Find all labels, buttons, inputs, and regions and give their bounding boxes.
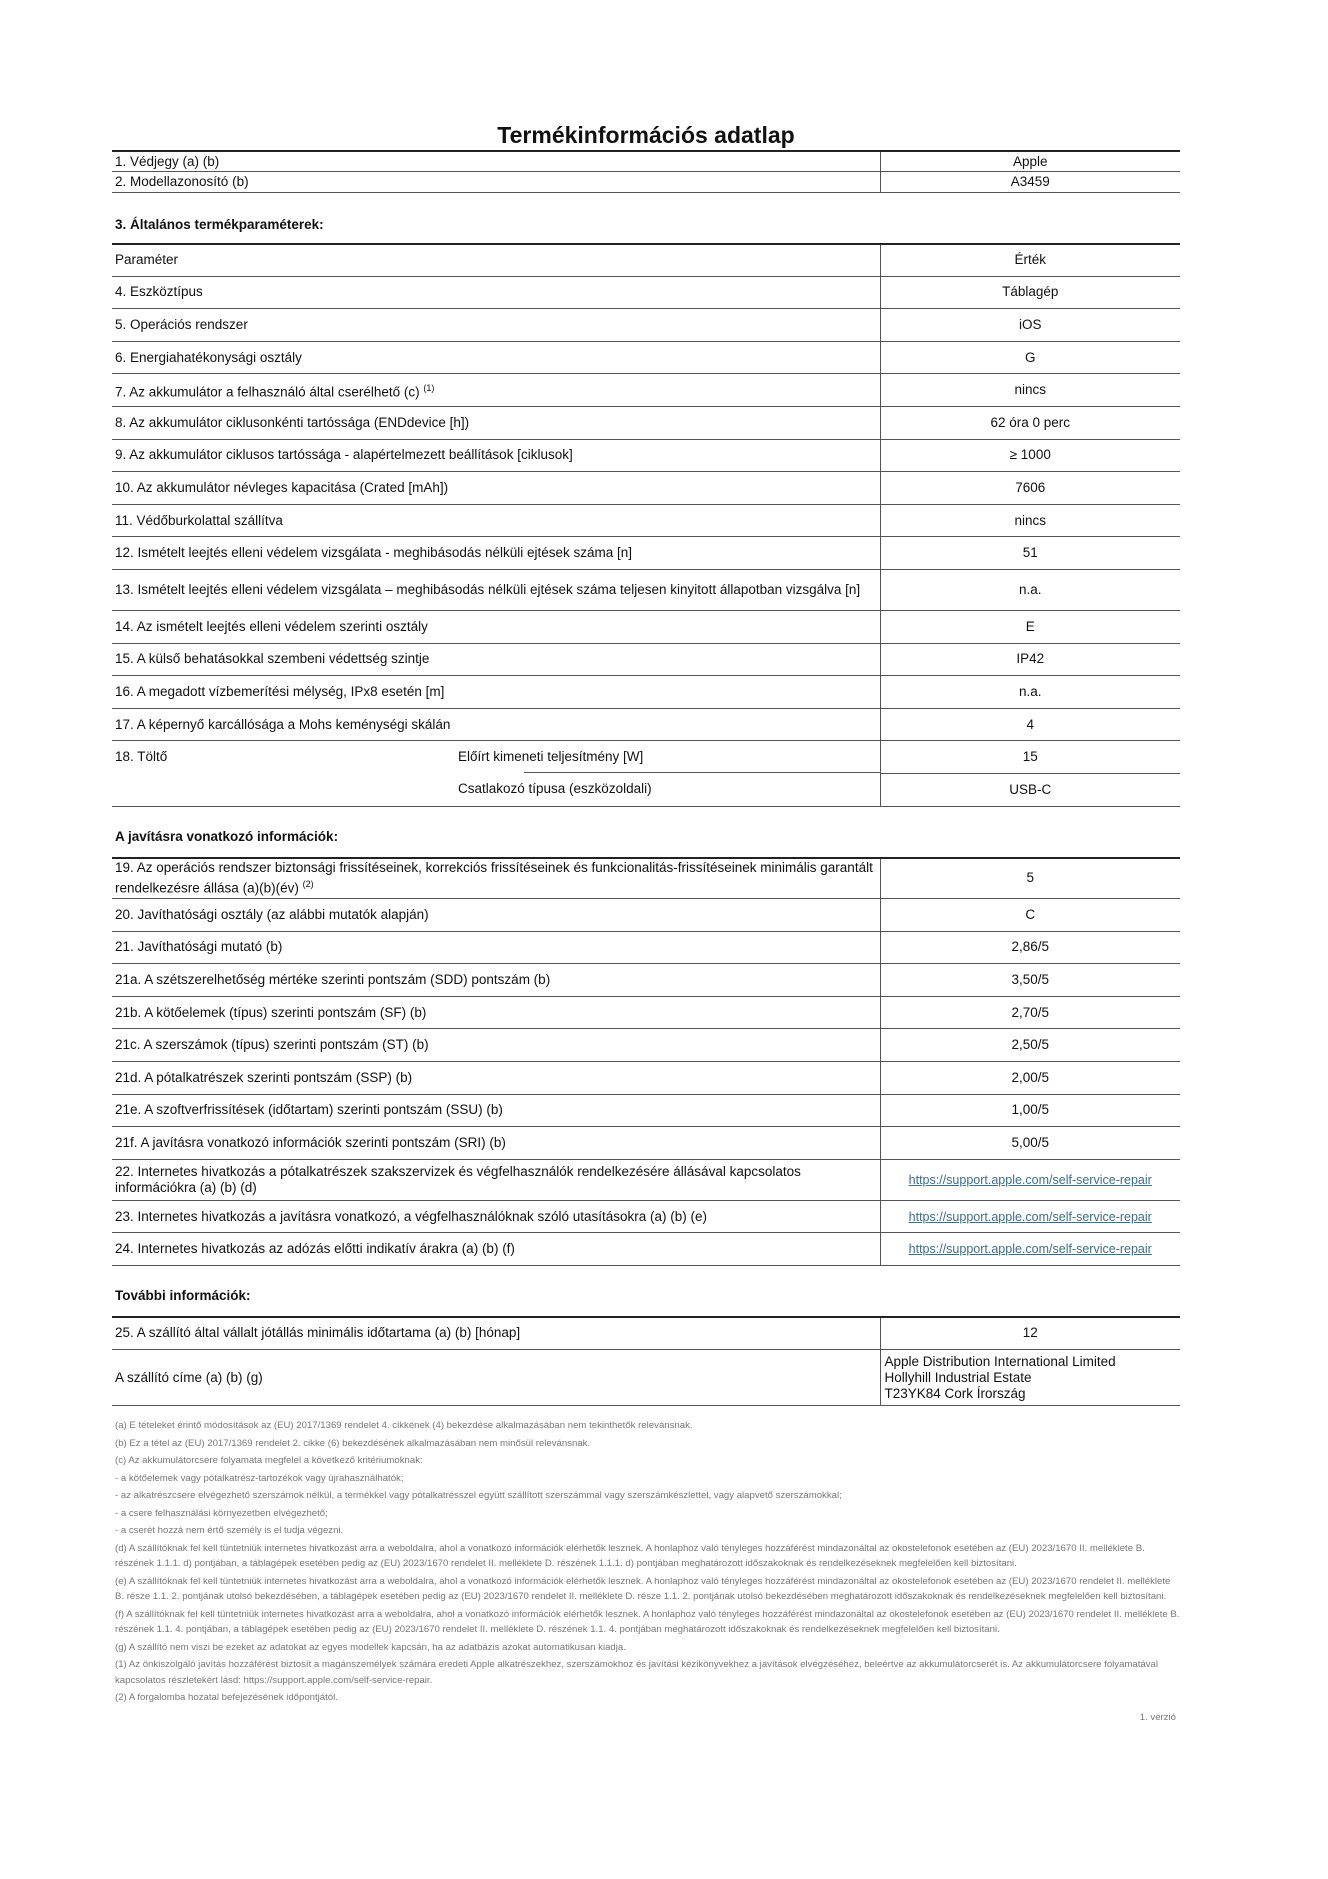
table-row: 24. Internetes hivatkozás az adózás előt… xyxy=(112,1232,1180,1266)
table-row: 21f. A javításra vonatkozó információk s… xyxy=(112,1126,1180,1160)
table-row: 21b. A kötőelemek (típus) szerinti ponts… xyxy=(112,996,1180,1030)
footnote: - a cserét hozzá nem értő személy is el … xyxy=(115,1525,344,1537)
table-row: 9. Az akkumulátor ciklusos tartóssága - … xyxy=(112,439,1180,473)
table-row: 15. A külső behatásokkal szembeni védett… xyxy=(112,643,1180,677)
more-info-table: 25. A szállító által vállalt jótállás mi… xyxy=(112,1315,1180,1407)
table-row: 13. Ismételt leejtés elleni védelem vizs… xyxy=(112,569,1180,611)
footnote: (2) A forgalomba hozatal befejezésének i… xyxy=(115,1692,338,1704)
table-row: 23. Internetes hivatkozás a javításra vo… xyxy=(112,1200,1180,1234)
table-row: 21e. A szoftverfrissítések (időtartam) s… xyxy=(112,1094,1180,1128)
table-row: 11. Védőburkolattal szállítva nincs xyxy=(112,504,1180,538)
table-row: 7. Az akkumulátor a felhasználó által cs… xyxy=(112,373,1180,407)
footnote: (a) E tételeket érintő módosítások az (E… xyxy=(115,1420,693,1432)
footnote: - a kötőelemek vagy pótalkatrész-tartozé… xyxy=(115,1472,404,1484)
footnote: (c) Az akkumulátorcsere folyamata megfel… xyxy=(115,1455,423,1467)
support-link[interactable]: https://support.apple.com/self-service-r… xyxy=(908,1172,1152,1187)
table-row: 5. Operációs rendszer iOS xyxy=(112,308,1180,342)
page-title: Termékinformációs adatlap xyxy=(497,122,795,148)
footnote: - az alkatrészcsere elvégezhető szerszám… xyxy=(115,1490,842,1502)
header-table: 1. Védjegy (a) (b) Apple 2. Modellazonosí… xyxy=(112,150,1180,193)
table-row: 16. A megadott vízbemerítési mélység, IP… xyxy=(112,675,1180,709)
footnote: (e) A szállítóknak fel kell tüntetniük i… xyxy=(115,1575,1171,1603)
table-row: 21a. A szétszerelhetőség mértéke szerint… xyxy=(112,963,1180,997)
table-row: 21d. A pótalkatrészek szerinti pontszám … xyxy=(112,1061,1180,1095)
footnote: (g) A szállító nem viszi be ezeket az ad… xyxy=(115,1641,626,1653)
table-row: 8. Az akkumulátor ciklusonkénti tartóssá… xyxy=(112,406,1180,440)
version-label: 1. verzió xyxy=(1139,1711,1176,1723)
table-row: 12. Ismételt leejtés elleni védelem vizs… xyxy=(112,536,1180,570)
table-row: 25. A szállító által vállalt jótállás mi… xyxy=(112,1315,1180,1351)
charger-row: 18. Töltő Előírt kimeneti teljesítmény [W… xyxy=(112,740,1180,774)
table-row: A szállító címe (a) (b) (g) Apple Distrib… xyxy=(112,1349,1180,1407)
supplier-address: Apple Distribution International Limited… xyxy=(879,1349,1180,1407)
general-parameters-table: Paraméter Érték 4. Eszköztípus Táblagép 5. … xyxy=(112,242,1180,807)
table-row: 1. Védjegy (a) (b) Apple xyxy=(112,150,1180,172)
charger-row: Csatlakozó típusa (eszközoldali) USB-C xyxy=(112,773,1180,807)
table-row: 10. Az akkumulátor névleges kapacitása (… xyxy=(112,471,1180,505)
table-row: 4. Eszköztípus Táblagép xyxy=(112,276,1180,310)
datasheet: Termékinformációs adatlap 1. Védjegy (a)… xyxy=(112,120,1180,1723)
section-heading: A javításra vonatkozó információk: xyxy=(115,828,339,844)
footnote: (d) A szállítóknak fel kell tüntetniük i… xyxy=(115,1542,1145,1570)
footnote: (f) A szállítóknak fel kell tüntetniük i… xyxy=(115,1608,1180,1636)
section-heading: További információk: xyxy=(115,1287,251,1303)
support-link[interactable]: https://support.apple.com/self-service-r… xyxy=(908,1209,1152,1224)
table-row: 14. Az ismételt leejtés elleni védelem s… xyxy=(112,610,1180,644)
footnotes: (a) E tételeket érintő módosítások az (E… xyxy=(112,1418,1180,1706)
footnote: (1) Az önkiszolgáló javítás hozzáférést … xyxy=(115,1659,1159,1686)
table-row: 22. Internetes hivatkozás a pótalkatrész… xyxy=(112,1159,1180,1201)
table-row: 6. Energiahatékonysági osztály G xyxy=(112,341,1180,375)
table-row: 21c. A szerszámok (típus) szerinti ponts… xyxy=(112,1028,1180,1062)
table-row: 17. A képernyő karcállósága a Mohs kemén… xyxy=(112,708,1180,742)
support-link[interactable]: https://support.apple.com/self-service-r… xyxy=(908,1242,1152,1257)
section-heading: 3. Általános termékparaméterek: xyxy=(115,216,324,232)
table-row: 21. Javíthatósági mutató (b) 2,86/5 xyxy=(112,931,1180,965)
table-row: 2. Modellazonosító (b) A3459 xyxy=(112,171,1180,193)
footnote: (b) Ez a tétel az (EU) 2017/1369 rendele… xyxy=(115,1437,591,1449)
footnote: - a csere felhasználási környezetben elv… xyxy=(115,1507,328,1519)
table-header-row: Paraméter Érték xyxy=(112,242,1180,277)
repair-table: 19. Az operációs rendszer biztonsági fri… xyxy=(112,856,1180,1266)
table-row: 19. Az operációs rendszer biztonsági fri… xyxy=(112,856,1180,899)
table-row: 20. Javíthatósági osztály (az alábbi mut… xyxy=(112,898,1180,932)
